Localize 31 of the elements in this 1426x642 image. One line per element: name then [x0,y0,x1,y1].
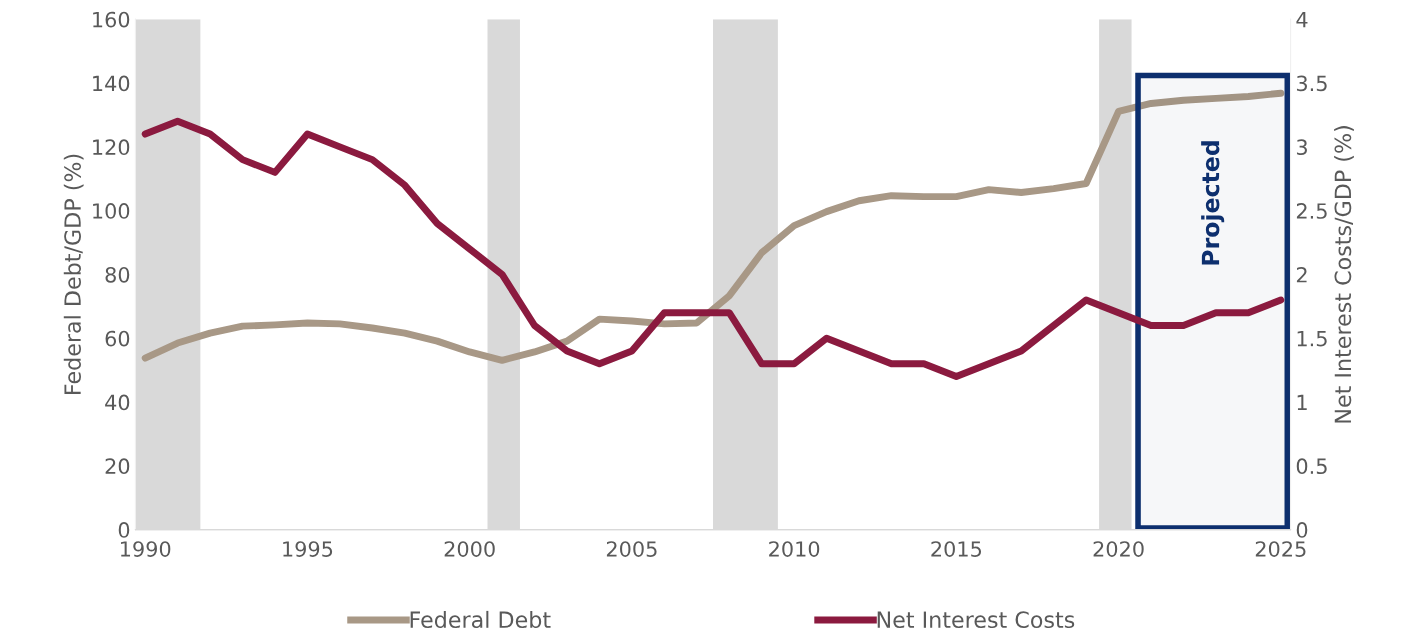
y-tick-label: 40 [105,394,130,411]
x-tick-label: 2025 [1255,541,1306,557]
y2-tick-label: 1 [1297,394,1307,410]
x-tick-label: 2010 [769,541,820,557]
y2-tick-label: 2.5 [1296,203,1327,219]
y2-tick-label: 3.5 [1296,75,1327,92]
y2-tick-label: 4 [1296,11,1308,28]
y-tick-label: 20 [105,458,130,475]
legend-label: Federal Debt [410,610,551,629]
y2-axis-title: Net Interest Costs/GDP (%) [1334,126,1354,423]
x-tick-label: 2015 [931,541,982,557]
y2-tick-label: 1.5 [1297,330,1327,347]
y-tick-label: 0 [118,522,130,538]
x-tick-label: 1990 [120,541,171,557]
y2-tick-label: 0.5 [1296,458,1327,475]
y-tick-label: 60 [105,330,130,347]
x-tick-label: 1995 [283,541,333,557]
y2-tick-label: 3 [1296,139,1307,156]
y-tick-label: 100 [93,203,130,219]
y-tick-label: 140 [93,75,130,92]
y2-tick-label: 2 [1296,266,1307,283]
y-tick-label: 160 [93,11,130,28]
band-label: Projected [1201,141,1225,265]
x-tick-label: 2000 [444,541,495,557]
y-axis-title: Federal Debt/GDP (%) [63,154,84,394]
legend-label: Net Interest Costs [877,611,1075,629]
y2-tick-label: 0 [1296,522,1308,538]
x-tick-label: 2005 [606,541,657,557]
y-tick-label: 80 [105,266,130,283]
y-tick-label: 120 [93,139,130,156]
x-tick-label: 2020 [1093,541,1144,557]
